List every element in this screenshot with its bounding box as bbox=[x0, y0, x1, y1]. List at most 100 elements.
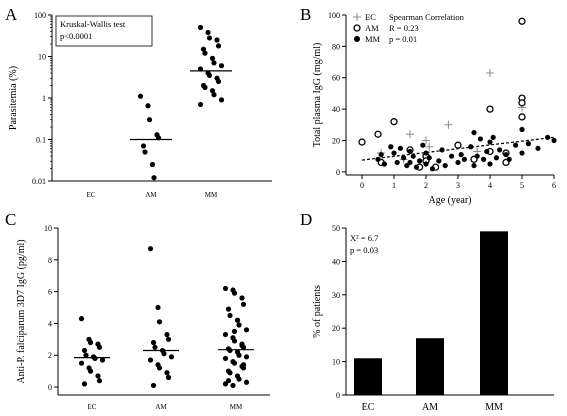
panel-c-point bbox=[164, 331, 170, 338]
panel-a-point bbox=[155, 135, 162, 141]
panel-b-legend-marker-mm bbox=[354, 36, 360, 42]
panel-b-point-ec bbox=[406, 130, 414, 139]
panel-b-point-mm bbox=[519, 126, 525, 133]
panel-c-point bbox=[81, 381, 88, 387]
panel-d-annotation: p = 0.03 bbox=[350, 245, 378, 255]
panel-b-point-mm bbox=[497, 147, 503, 153]
panel-c-point bbox=[227, 312, 233, 319]
panel-b-point-mm bbox=[442, 162, 448, 169]
panel-c-point bbox=[234, 317, 241, 323]
panel-d-y-tick-label: 40 bbox=[332, 257, 340, 266]
panel-d-y-tick-label: 20 bbox=[332, 324, 340, 333]
panel-b-point-ec bbox=[486, 69, 494, 78]
panel-a-x-tick-label: MM bbox=[205, 191, 218, 199]
panel-b-point-mm bbox=[410, 153, 416, 159]
panel-b-y-label: Total plasma IgG (mg/ml) bbox=[312, 43, 323, 148]
panel-b-y-tick-label: 100 bbox=[328, 11, 340, 20]
panel-c-point bbox=[243, 379, 250, 385]
panel-c-point bbox=[239, 343, 245, 349]
panel-d-x-tick-label: MM bbox=[485, 402, 503, 413]
panel-b-point-ec bbox=[422, 136, 430, 145]
panel-d-y-label: % of patients bbox=[312, 285, 323, 338]
panel-c-y-tick-label: 4 bbox=[48, 319, 52, 328]
panel-a-point bbox=[215, 43, 222, 49]
panel-b-point-mm bbox=[394, 159, 400, 166]
panel-b-point-mm bbox=[487, 139, 493, 145]
panel-a-annotation: p<0.0001 bbox=[60, 31, 92, 41]
panel-b-point-mm bbox=[471, 130, 477, 136]
panel-a-point bbox=[151, 175, 157, 181]
panel-a-point bbox=[205, 29, 211, 36]
panel-c-point bbox=[156, 319, 163, 325]
panel-a-annotation-box bbox=[55, 15, 153, 47]
panel-d-y-tick-label: 30 bbox=[332, 291, 340, 300]
panel-b-point-mm bbox=[487, 161, 493, 167]
panel-c-y-label: Anti-P. falciparum 3D7 IgG (pg/ml) bbox=[16, 239, 27, 383]
panel-a-y-tick-label: 1 bbox=[42, 94, 46, 103]
panel-b-point-am bbox=[358, 138, 366, 146]
panel-b-x-tick-label: 5 bbox=[520, 181, 524, 190]
panel-c-point bbox=[87, 339, 94, 346]
panel-b-y-tick-label: 40 bbox=[332, 105, 340, 114]
panel-c-point bbox=[150, 382, 157, 389]
panel-b-point-mm bbox=[423, 150, 429, 156]
panel-b-legend-marker-ec bbox=[353, 13, 361, 21]
panel-d-x-tick-label: EC bbox=[362, 402, 375, 413]
panel-c-point bbox=[164, 370, 170, 376]
panel-a-point bbox=[211, 60, 217, 66]
panel-b-point-am bbox=[374, 130, 382, 138]
panel-c-point bbox=[83, 352, 89, 358]
panel-c-point bbox=[236, 352, 242, 358]
panel-b-legend-marker-am bbox=[353, 24, 361, 32]
panel-d-bar-mm bbox=[480, 231, 508, 395]
panel-c-point bbox=[87, 368, 94, 374]
panel-c-point bbox=[240, 362, 247, 368]
panel-b-point-mm bbox=[439, 147, 445, 153]
panel-b-x-tick-label: 6 bbox=[552, 181, 556, 190]
panel-b-point-mm bbox=[490, 134, 496, 140]
panel-a-point bbox=[214, 37, 220, 43]
panel-a-point bbox=[209, 55, 216, 61]
panel-c-point bbox=[78, 316, 85, 322]
panel-c-point bbox=[222, 285, 229, 292]
panel-b-point-mm bbox=[535, 145, 541, 151]
panel-label-d: D bbox=[300, 210, 312, 229]
panel-c-point bbox=[243, 354, 250, 360]
panel-b-annotation: R = 0.23 bbox=[389, 23, 419, 33]
panel-b-x-tick-label: 0 bbox=[360, 181, 364, 190]
panel-c-y-tick-label: 6 bbox=[48, 288, 52, 297]
panel-b-x-tick-label: 3 bbox=[456, 181, 460, 190]
panel-b-point-mm bbox=[458, 152, 464, 158]
panel-a-point bbox=[215, 78, 222, 85]
panel-c-point bbox=[168, 354, 175, 360]
panel-b-point-am bbox=[518, 113, 526, 121]
panel-b-point-mm bbox=[477, 136, 483, 142]
panel-b-point-mm bbox=[551, 137, 557, 144]
panel-b-point-mm bbox=[420, 142, 426, 148]
panel-c-point bbox=[231, 328, 238, 334]
panel-a-point bbox=[197, 24, 204, 31]
panel-a-point bbox=[206, 35, 213, 41]
panel-b-annotation: p = 0.01 bbox=[389, 34, 417, 44]
panel-b-x-tick-label: 2 bbox=[424, 181, 428, 190]
panel-c-point bbox=[236, 322, 242, 328]
panel-c-x-tick-label: AM bbox=[155, 403, 167, 411]
panel-a-point bbox=[209, 88, 216, 94]
panel-a-x-tick-label: EC bbox=[87, 191, 96, 199]
panel-a-point bbox=[218, 97, 225, 103]
panel-b-point-mm bbox=[481, 156, 487, 162]
panel-c-point bbox=[96, 378, 103, 384]
panel-d-y-tick-label: 0 bbox=[336, 391, 340, 400]
panel-a-point bbox=[142, 149, 148, 155]
panel-b-point-mm bbox=[401, 155, 407, 161]
panel-c-point bbox=[95, 373, 101, 379]
panel-a-point bbox=[211, 92, 217, 98]
panel-c-x-tick-label: MM bbox=[230, 403, 243, 411]
panel-a-point bbox=[140, 143, 147, 149]
panel-c-point bbox=[96, 344, 103, 350]
panel-b-point-mm bbox=[513, 142, 519, 148]
panel-a-point bbox=[197, 66, 204, 72]
panel-c-point bbox=[155, 304, 161, 311]
panel-b-point-mm bbox=[519, 150, 525, 156]
panel-b-point-mm bbox=[474, 153, 480, 159]
